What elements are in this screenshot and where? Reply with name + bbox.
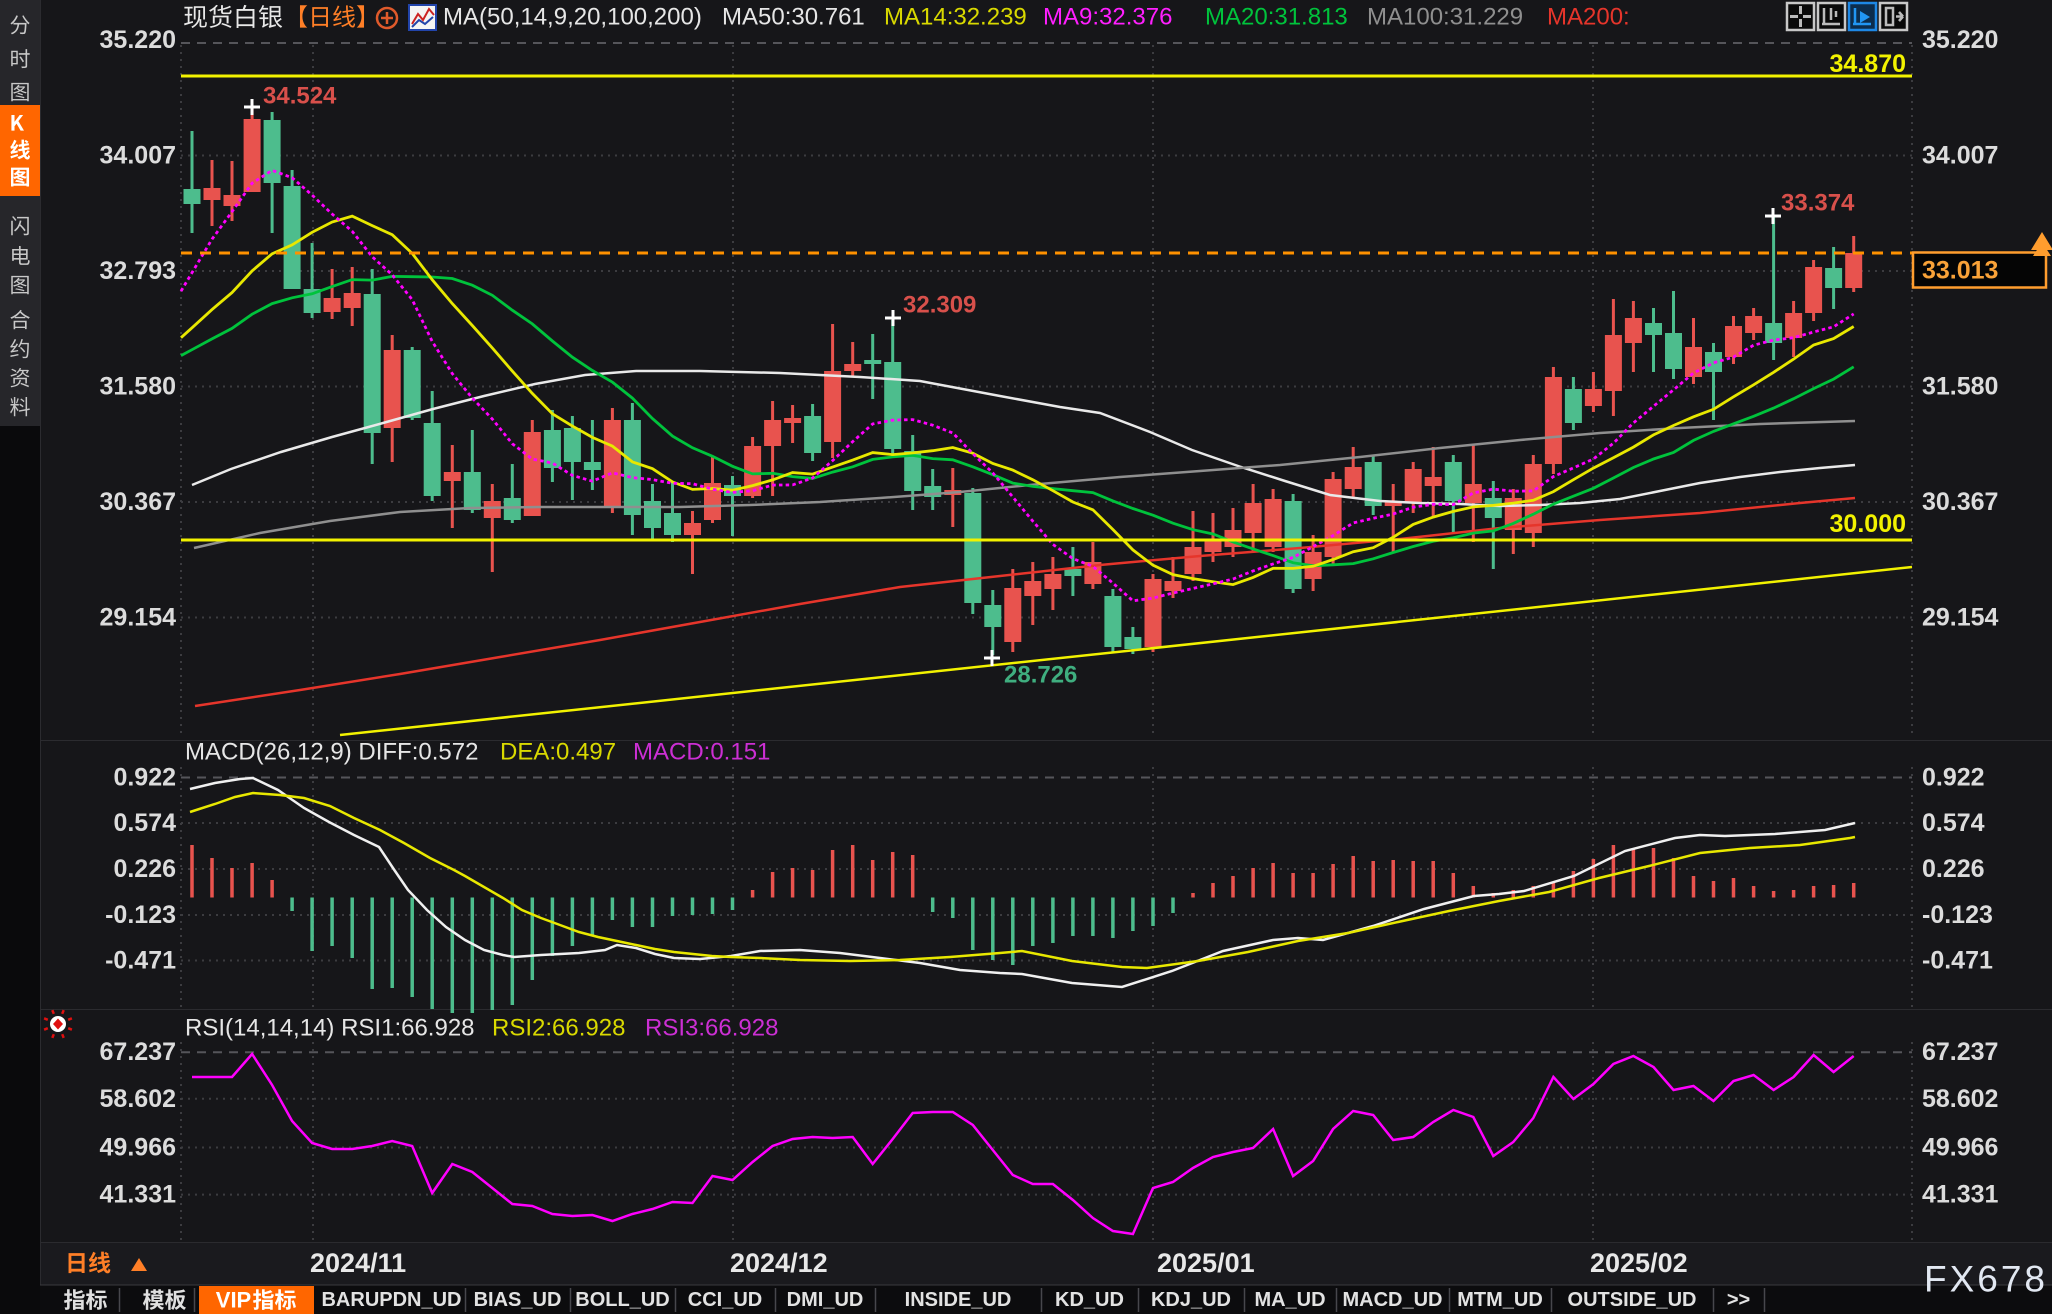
svg-text:RSI3:66.928: RSI3:66.928 — [645, 1015, 778, 1042]
svg-text:58.602: 58.602 — [100, 1085, 176, 1113]
svg-text:-0.123: -0.123 — [1922, 901, 1993, 929]
svg-text:33.013: 33.013 — [1922, 257, 1998, 285]
svg-text:2024/12: 2024/12 — [730, 1248, 828, 1278]
svg-text:0.226: 0.226 — [1922, 855, 1985, 883]
svg-text:33.374: 33.374 — [1781, 190, 1855, 217]
svg-text:49.966: 49.966 — [100, 1134, 176, 1162]
svg-text:>>: >> — [1727, 1289, 1750, 1311]
svg-text:0.922: 0.922 — [113, 764, 176, 792]
svg-text:-0.123: -0.123 — [105, 901, 176, 929]
svg-text:OUTSIDE_UD: OUTSIDE_UD — [1568, 1289, 1697, 1311]
svg-text:KD_UD: KD_UD — [1055, 1289, 1124, 1311]
svg-text:0.574: 0.574 — [113, 809, 176, 837]
svg-text:MA(50,14,9,20,100,200): MA(50,14,9,20,100,200) — [443, 4, 702, 31]
svg-text:31.580: 31.580 — [1922, 373, 1998, 401]
svg-text:34.524: 34.524 — [263, 83, 337, 110]
svg-text:0.574: 0.574 — [1922, 809, 1985, 837]
svg-text:34.007: 34.007 — [100, 142, 176, 170]
svg-text:41.331: 41.331 — [1922, 1181, 1999, 1209]
svg-text:FX678: FX678 — [1924, 1259, 2048, 1300]
svg-text:BARUPDN_UD: BARUPDN_UD — [321, 1289, 461, 1311]
svg-text:31.580: 31.580 — [100, 373, 176, 401]
svg-text:MA14:32.239: MA14:32.239 — [884, 4, 1027, 31]
svg-text:BOLL_UD: BOLL_UD — [575, 1289, 669, 1311]
svg-text:MA_UD: MA_UD — [1254, 1289, 1325, 1311]
svg-text:35.220: 35.220 — [100, 26, 176, 54]
svg-text:49.966: 49.966 — [1922, 1134, 1998, 1162]
svg-text:MA9:32.376: MA9:32.376 — [1043, 4, 1172, 31]
svg-text:30.367: 30.367 — [1922, 488, 1998, 516]
svg-text:0.922: 0.922 — [1922, 764, 1985, 792]
svg-text:DMI_UD: DMI_UD — [787, 1289, 864, 1311]
svg-text:2024/11: 2024/11 — [310, 1248, 406, 1278]
svg-text:35.220: 35.220 — [1922, 26, 1998, 54]
svg-text:32.309: 32.309 — [903, 292, 976, 319]
svg-text:RSI2:66.928: RSI2:66.928 — [492, 1015, 625, 1042]
svg-text:29.154: 29.154 — [100, 604, 177, 632]
svg-text:0.226: 0.226 — [113, 855, 176, 883]
svg-text:MTM_UD: MTM_UD — [1457, 1289, 1543, 1311]
svg-text:MA200:: MA200: — [1547, 4, 1630, 31]
svg-text:-0.471: -0.471 — [1922, 947, 1993, 975]
svg-text:32.793: 32.793 — [100, 257, 176, 285]
svg-text:MA100:31.229: MA100:31.229 — [1367, 4, 1523, 31]
svg-text:MA50:30.761: MA50:30.761 — [722, 4, 865, 31]
svg-text:DEA:0.497: DEA:0.497 — [500, 739, 616, 766]
svg-text:MACD_UD: MACD_UD — [1343, 1289, 1443, 1311]
svg-text:2025/01: 2025/01 — [1157, 1248, 1255, 1278]
svg-text:67.237: 67.237 — [100, 1038, 176, 1066]
svg-text:30.367: 30.367 — [100, 488, 176, 516]
svg-text:MA20:31.813: MA20:31.813 — [1205, 4, 1348, 31]
svg-text:58.602: 58.602 — [1922, 1085, 1998, 1113]
svg-text:34.007: 34.007 — [1922, 142, 1998, 170]
svg-text:34.870: 34.870 — [1830, 50, 1906, 78]
svg-text:MACD(26,12,9) DIFF:0.572: MACD(26,12,9) DIFF:0.572 — [185, 739, 478, 766]
svg-text:KDJ_UD: KDJ_UD — [1151, 1289, 1231, 1311]
svg-text:2025/02: 2025/02 — [1590, 1248, 1688, 1278]
svg-text:41.331: 41.331 — [100, 1181, 177, 1209]
svg-text:RSI(14,14,14) RSI1:66.928: RSI(14,14,14) RSI1:66.928 — [185, 1015, 475, 1042]
svg-text:-0.471: -0.471 — [105, 947, 176, 975]
svg-text:67.237: 67.237 — [1922, 1038, 1998, 1066]
svg-text:VIP: VIP — [216, 1288, 251, 1313]
svg-text:29.154: 29.154 — [1922, 604, 1999, 632]
svg-text:28.726: 28.726 — [1004, 662, 1077, 689]
svg-text:30.000: 30.000 — [1830, 510, 1906, 538]
svg-text:BIAS_UD: BIAS_UD — [474, 1289, 562, 1311]
svg-text:CCI_UD: CCI_UD — [688, 1289, 762, 1311]
svg-text:INSIDE_UD: INSIDE_UD — [905, 1289, 1012, 1311]
svg-text:MACD:0.151: MACD:0.151 — [633, 739, 770, 766]
